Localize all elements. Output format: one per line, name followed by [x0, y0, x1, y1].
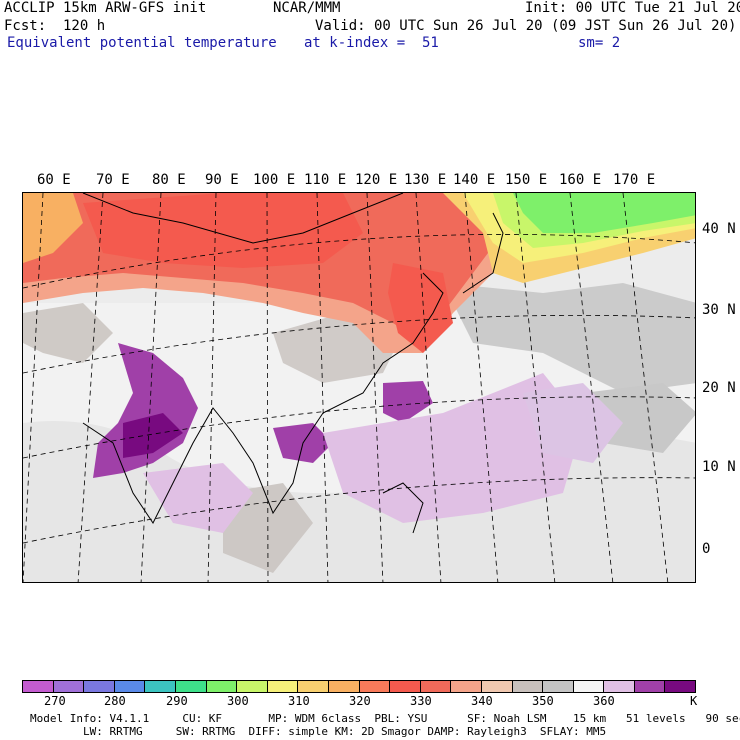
colorbar-label: 310 [288, 694, 310, 708]
colorbar [22, 680, 696, 693]
colorbar-swatch [175, 681, 207, 692]
model-info-line1: Model Info: V4.1.1 CU: KF MP: WDM 6class… [30, 712, 740, 725]
colorbar-swatch [267, 681, 299, 692]
colorbar-label: 320 [349, 694, 371, 708]
colorbar-label: 330 [410, 694, 432, 708]
lon-label: 80 E [152, 172, 186, 188]
colorbar-label: 360 [593, 694, 615, 708]
convection-south-asia [93, 343, 198, 478]
lon-label: 150 E [505, 172, 548, 188]
colorbar-label: 290 [166, 694, 188, 708]
forecast-hour: Fcst: 120 h [4, 18, 106, 34]
colorbar-swatch [23, 681, 54, 692]
lon-label: 140 E [453, 172, 496, 188]
colorbar-swatch [512, 681, 544, 692]
valid-time: Valid: 00 UTC Sun 26 Jul 20 (09 JST Sun … [315, 18, 737, 34]
colorbar-label: 340 [471, 694, 493, 708]
lat-label: 20 N [702, 380, 736, 396]
org-label: NCAR/MMM [273, 0, 341, 16]
colorbar-swatch [634, 681, 666, 692]
colorbar-swatch [665, 681, 696, 692]
colorbar-label: 280 [104, 694, 126, 708]
colorbar-label: 350 [532, 694, 554, 708]
lon-label: 110 E [304, 172, 347, 188]
colorbar-swatch [481, 681, 513, 692]
colorbar-label: 270 [44, 694, 66, 708]
init-time: Init: 00 UTC Tue 21 Jul 20 [525, 0, 740, 16]
colorbar-swatch [390, 681, 421, 692]
field-name: Equivalent potential temperature [7, 35, 277, 51]
coastline [82, 272, 444, 524]
model-info-line2: LW: RRTMG SW: RRTMG DIFF: simple KM: 2D … [30, 725, 607, 738]
lon-label: 170 E [613, 172, 656, 188]
lat-lon-grid [23, 193, 695, 582]
lon-label: 70 E [96, 172, 130, 188]
lon-label: 90 E [205, 172, 239, 188]
lon-label: 100 E [253, 172, 296, 188]
level-label: at k-index = 51 [304, 35, 439, 51]
colorbar-unit: K [690, 694, 698, 708]
lon-label: 130 E [404, 172, 447, 188]
lon-label: 60 E [37, 172, 71, 188]
lon-label: 120 E [355, 172, 398, 188]
lat-label: 30 N [702, 302, 736, 318]
lat-label: 0 [702, 541, 711, 557]
colorbar-swatch [145, 681, 176, 692]
colorbar-swatch [84, 681, 115, 692]
colorbar-swatch [573, 681, 605, 692]
colorbar-swatch [451, 681, 482, 692]
colorbar-label: 300 [227, 694, 249, 708]
lat-label: 40 N [702, 221, 736, 237]
colorbar-swatch [420, 681, 452, 692]
colorbar-swatch [114, 681, 146, 692]
smoothing-label: sm= 2 [578, 35, 621, 51]
colorbar-swatch [237, 681, 268, 692]
colorbar-swatch [328, 681, 360, 692]
model-title: ACCLIP 15km ARW-GFS init [4, 0, 207, 16]
lon-label: 160 E [559, 172, 602, 188]
colorbar-swatch [543, 681, 574, 692]
colorbar-swatch [359, 681, 391, 692]
colorbar-swatch [298, 681, 329, 692]
map-canvas [23, 193, 695, 582]
map-plot [22, 192, 696, 583]
colorbar-swatch [604, 681, 635, 692]
colorbar-swatch [53, 681, 85, 692]
colorbar-swatch [206, 681, 238, 692]
lat-label: 10 N [702, 459, 736, 475]
